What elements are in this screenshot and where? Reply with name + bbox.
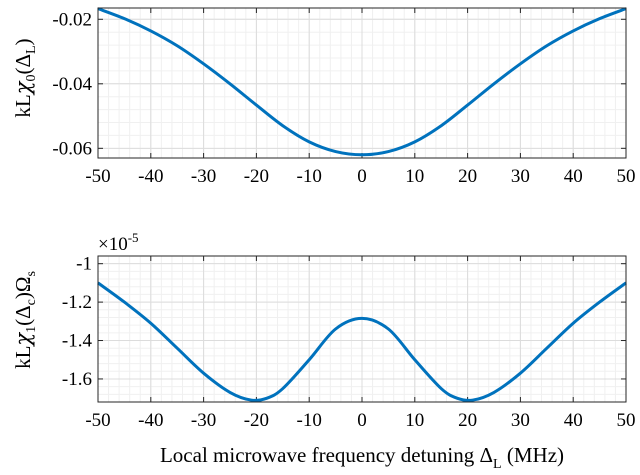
x-tick-label: -50 [85, 166, 110, 187]
x-tick-label: -40 [138, 410, 163, 431]
exponent-label: ×10-5 [98, 230, 139, 255]
bottom-x-tick-labels: -50 -40 -30 -20 -10 0 10 20 30 40 50 [85, 410, 635, 431]
x-tick-label: -40 [138, 166, 163, 187]
top-plot-panel: -50 -40 -30 -20 -10 0 10 20 30 40 50 -0.06-0.04-0.… [11, 7, 636, 187]
top-series-line [97, 7, 627, 157]
y-tick-label: -1 [76, 254, 92, 275]
x-tick-label: 30 [511, 410, 530, 431]
x-tick-label: 20 [458, 410, 477, 431]
bottom-major-grid [97, 256, 627, 402]
x-axis-label: Local microwave frequency detuning ΔL (M… [160, 443, 564, 472]
x-tick-label: -30 [191, 166, 216, 187]
x-tick-label: 30 [511, 166, 530, 187]
bottom-series-line [97, 281, 627, 402]
x-tick-label: 0 [357, 166, 367, 187]
x-tick-label: 40 [564, 410, 583, 431]
bottom-y-axis-label: kLχ1(Δc)Ωs [11, 271, 39, 369]
x-tick-label: 10 [405, 166, 424, 187]
x-tick-label: -10 [297, 166, 322, 187]
x-tick-label: -30 [191, 410, 216, 431]
x-tick-label: -50 [85, 410, 110, 431]
x-tick-label: 10 [405, 410, 424, 431]
top-y-axis-label: kLχ0(ΔL) [11, 38, 39, 117]
bottom-axes-frame [97, 255, 627, 403]
x-tick-label: -20 [244, 410, 269, 431]
bottom-y-tick-labels: -1.6 -1.4 -1.2 -1 [62, 254, 93, 390]
y-tick-label: -0.04 [52, 74, 92, 95]
x-tick-label: 20 [458, 166, 477, 187]
y-tick-label: -1.6 [62, 369, 92, 390]
x-tick-label: 0 [357, 410, 367, 431]
top-axes-frame [97, 7, 627, 159]
y-tick-label: -0.02 [52, 9, 92, 30]
x-tick-label: -10 [297, 410, 322, 431]
x-tick-label: -20 [244, 166, 269, 187]
x-tick-label: 50 [617, 410, 636, 431]
x-tick-label: 50 [617, 166, 636, 187]
bottom-plot-panel: -50 -40 -30 -20 -10 0 10 20 30 40 50 -1.6-1.4-1.2-… [11, 230, 636, 472]
top-y-tick-labels: -0.06 -0.04 -0.02 [52, 9, 92, 159]
top-x-tick-labels: -50 -40 -30 -20 -10 0 10 20 30 40 50 [85, 166, 635, 187]
y-tick-label: -1.4 [62, 331, 93, 352]
y-tick-label: -0.06 [52, 138, 92, 159]
y-tick-label: -1.2 [62, 292, 92, 313]
x-tick-label: 40 [564, 166, 583, 187]
top-major-grid [97, 8, 627, 158]
